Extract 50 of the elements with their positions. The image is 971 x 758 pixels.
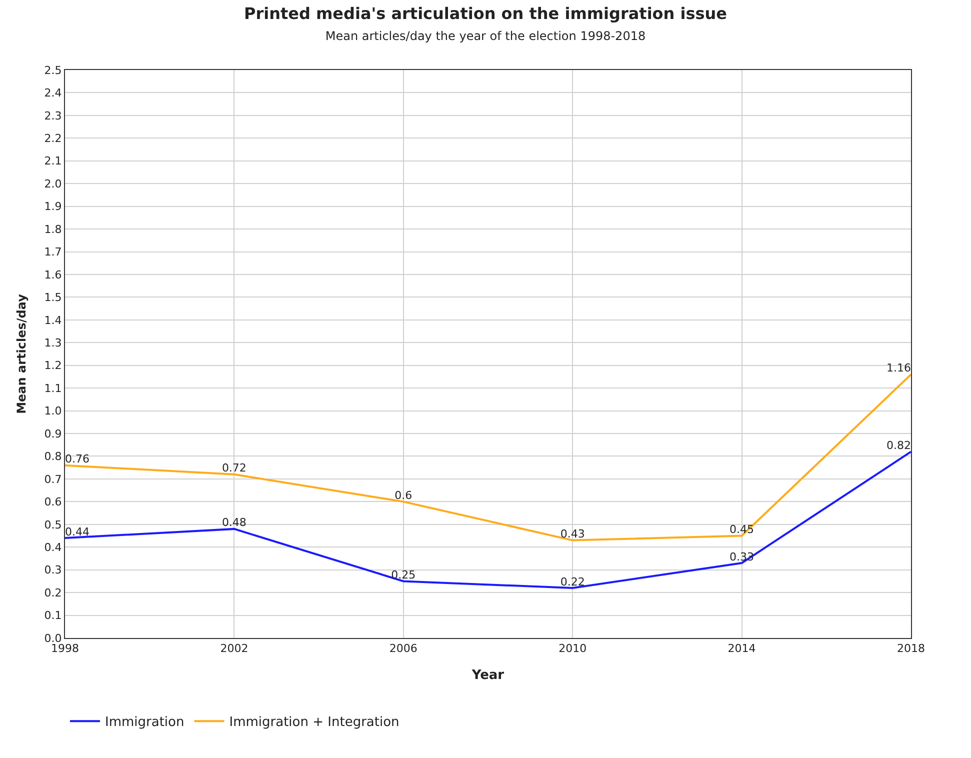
data-label: 0.25 bbox=[391, 568, 416, 582]
y-tick-label: 0.0 bbox=[44, 632, 62, 645]
chart-subtitle: Mean articles/day the year of the election 1998-2018 bbox=[325, 28, 646, 43]
y-tick-label: 1.2 bbox=[44, 359, 62, 372]
y-tick-label: 1.7 bbox=[44, 246, 62, 259]
x-tick-label: 2002 bbox=[220, 642, 248, 656]
y-tick-label: 0.7 bbox=[44, 472, 62, 486]
y-tick-label: 0.6 bbox=[44, 496, 62, 509]
data-label: 0.6 bbox=[394, 488, 412, 502]
y-tick-label: 2.1 bbox=[44, 154, 62, 168]
y-tick-label: 1.8 bbox=[44, 222, 62, 236]
legend-label: Immigration + Integration bbox=[229, 715, 400, 730]
data-label: 0.22 bbox=[560, 575, 585, 588]
x-tick-label: 2006 bbox=[389, 642, 418, 656]
data-label: 0.82 bbox=[886, 438, 911, 452]
data-label: 0.76 bbox=[65, 452, 90, 466]
y-tick-label: 1.0 bbox=[44, 404, 62, 418]
data-label: 0.44 bbox=[65, 525, 90, 538]
y-tick-label: 0.8 bbox=[44, 450, 62, 464]
y-axis-title: Mean articles/day bbox=[14, 294, 29, 414]
chart-title: Printed media's articulation on the immigration issue bbox=[244, 4, 728, 23]
line-series bbox=[65, 373, 911, 542]
x-tick-label: 2010 bbox=[558, 642, 587, 656]
y-tick-label: 1.9 bbox=[44, 200, 62, 214]
y-tick-label: 1.3 bbox=[44, 336, 62, 350]
x-axis-title: Year bbox=[470, 668, 505, 683]
y-tick-label: 0.9 bbox=[44, 427, 62, 440]
data-label: 1.16 bbox=[886, 362, 911, 375]
y-tick-label: 2.0 bbox=[44, 177, 62, 190]
x-tick-label: 1998 bbox=[51, 642, 79, 656]
y-tick-label: 0.4 bbox=[44, 540, 62, 554]
y-tick-label: 0.2 bbox=[44, 586, 62, 600]
x-tick-label: 2014 bbox=[728, 642, 756, 656]
data-label: 0.43 bbox=[560, 528, 585, 541]
line-series bbox=[65, 450, 911, 590]
x-tick-label: 2018 bbox=[897, 642, 925, 656]
y-tick-label: 0.1 bbox=[44, 609, 62, 622]
data-label: 0.48 bbox=[222, 516, 246, 530]
y-tick-label: 0.3 bbox=[44, 564, 62, 577]
y-tick-label: 0.5 bbox=[44, 518, 62, 532]
y-tick-label: 2.5 bbox=[44, 64, 62, 77]
y-tick-label: 1.5 bbox=[44, 291, 62, 304]
y-tick-label: 1.1 bbox=[44, 382, 62, 395]
y-tick-label: 2.3 bbox=[44, 109, 62, 122]
y-tick-label: 1.4 bbox=[44, 314, 62, 327]
y-tick-label: 2.4 bbox=[44, 86, 62, 100]
y-tick-label: 2.2 bbox=[44, 132, 62, 146]
legend-label: Immigration bbox=[105, 715, 184, 730]
data-label: 0.72 bbox=[222, 462, 246, 475]
y-tick-label: 1.6 bbox=[44, 268, 62, 282]
